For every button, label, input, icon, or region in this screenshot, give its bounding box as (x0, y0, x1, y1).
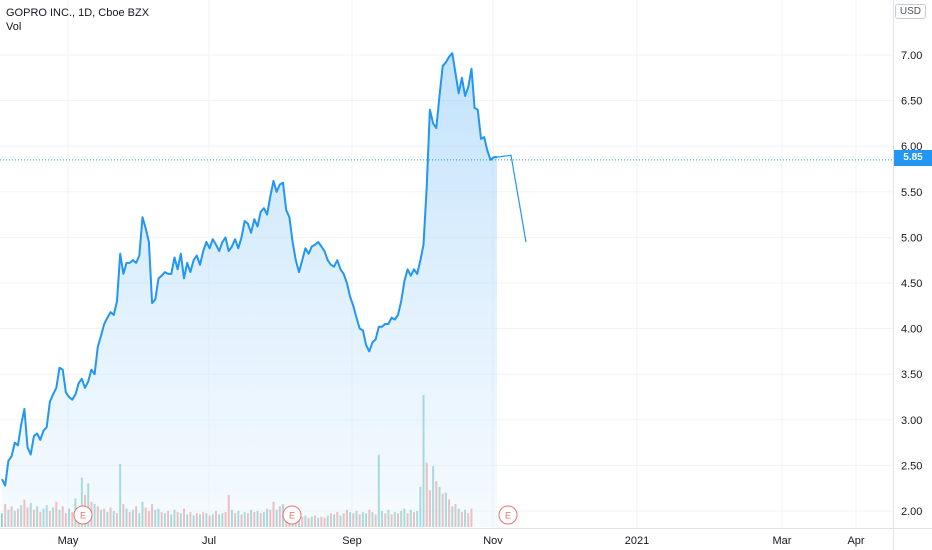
y-tick-label: 3.50 (901, 369, 922, 381)
x-tick-label: Mar (773, 535, 792, 547)
x-tick-label: May (58, 535, 79, 547)
symbol-title[interactable]: GOPRO INC., 1D, Cboe BZX (6, 7, 150, 19)
y-tick-label: 4.00 (901, 324, 922, 336)
last-price-badge: 5.85 (894, 150, 932, 166)
earnings-marker[interactable]: E (282, 505, 302, 525)
earnings-label: E (505, 511, 511, 521)
y-tick-label: 2.00 (901, 506, 922, 518)
projection-line (496, 154, 527, 243)
chart-legend: GOPRO INC., 1D, Cboe BZX Vol (6, 6, 149, 34)
price-line (0, 52, 893, 487)
earnings-circle (282, 505, 302, 525)
volume-label[interactable]: Vol (6, 21, 22, 33)
x-tick-label: Apr (847, 535, 864, 547)
x-tick-label: 2021 (625, 535, 649, 547)
y-tick-label: 5.50 (901, 187, 922, 199)
price-axis[interactable]: 2.002.503.003.504.004.505.005.506.006.50… (893, 0, 923, 550)
x-tick-label: Nov (483, 535, 503, 547)
price-line-path (1, 52, 497, 487)
earnings-marker[interactable]: E (73, 505, 93, 525)
y-tick-label: 6.50 (901, 96, 922, 108)
currency-button[interactable]: USD (894, 4, 926, 19)
time-axis[interactable]: May Jul Sep Nov 2021 Mar Apr (0, 528, 932, 548)
earnings-marker[interactable]: E (498, 505, 518, 525)
earnings-label: E (289, 511, 295, 521)
earnings-circle (498, 505, 518, 525)
y-tick-label: 4.50 (901, 278, 922, 290)
price-area-fill (2, 53, 497, 527)
y-tick-label: 7.00 (901, 50, 922, 62)
x-tick-label: Sep (342, 535, 362, 547)
earnings-label: E (80, 511, 86, 521)
volume-bar (1, 513, 3, 527)
y-tick-label: 2.50 (901, 460, 922, 472)
price-area (2, 53, 497, 527)
y-tick-label: 5.00 (901, 232, 922, 244)
x-tick-label: Jul (202, 535, 216, 547)
y-tick-label: 3.00 (901, 415, 922, 427)
earnings-circle (73, 505, 93, 525)
